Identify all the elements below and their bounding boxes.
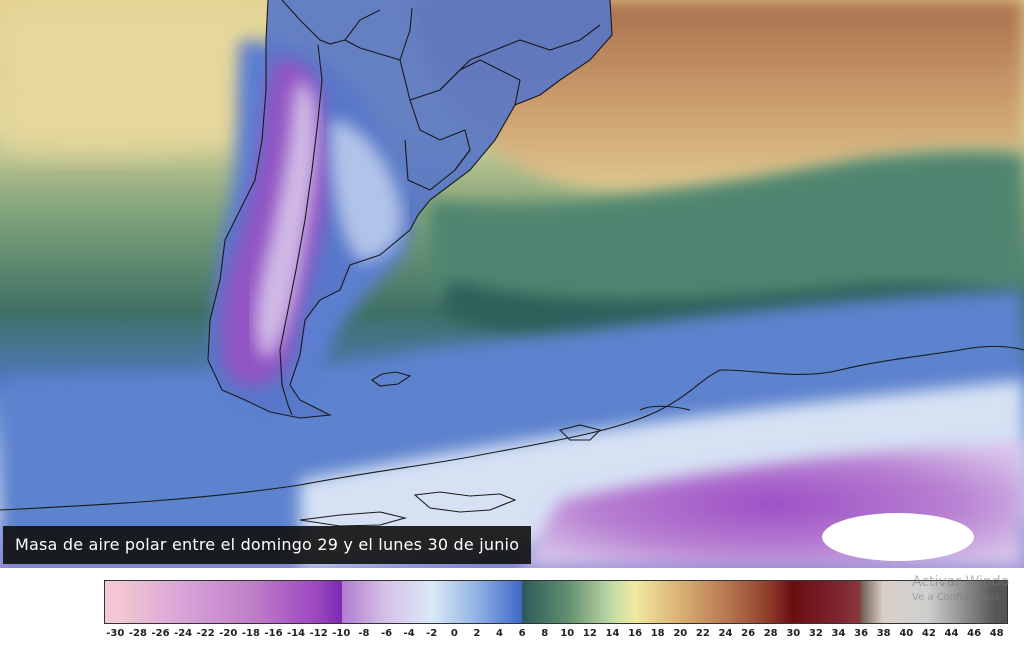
colorbar-tick-label: 20 [673, 628, 688, 639]
colorbar-tick-label: 32 [808, 628, 823, 639]
watermark-line-1: Activar Windo [912, 574, 1010, 590]
colorbar-tick-label: -2 [426, 628, 438, 639]
colorbar-tick-label: -28 [128, 628, 147, 639]
colorbar-tick-label: 18 [650, 628, 665, 639]
colorbar-tick-label: 12 [582, 628, 597, 639]
temperature-map: Masa de aire polar entre el domingo 29 y… [0, 0, 1024, 569]
colorbar [104, 580, 1008, 624]
colorbar-tick-label: 34 [831, 628, 846, 639]
colorbar-tick-label: -4 [403, 628, 415, 639]
colorbar-tick-label: 28 [763, 628, 778, 639]
extreme-cold-patch [822, 513, 974, 561]
coastlines-and-borders [0, 0, 1024, 527]
colorbar-tick-label: 2 [473, 628, 481, 639]
colorbar-tick-label: 6 [518, 628, 526, 639]
colorbar-tick-label: -30 [106, 628, 125, 639]
colorbar-tick-label: -6 [380, 628, 393, 639]
colorbar-tick-label: 8 [541, 628, 549, 639]
colorbar-tick-label: 16 [628, 628, 643, 639]
watermark-line-2: Ve a Configuració [912, 592, 1000, 603]
green-front-band [430, 151, 1024, 327]
colorbar-tick-label: 48 [989, 628, 1004, 639]
pampas-pale [330, 120, 403, 262]
colorbar-tick-label: -8 [358, 628, 370, 639]
windows-activation-watermark: Activar Windo Ve a Configuració [912, 574, 1024, 618]
colorbar-tick-label: -14 [287, 628, 306, 639]
colorbar-tick-label: 24 [718, 628, 733, 639]
colorbar-tick-label: 38 [876, 628, 891, 639]
colorbar-tick-label: -10 [332, 628, 351, 639]
colorbar-tick-label: 36 [854, 628, 869, 639]
colorbar-tick-label: -26 [151, 628, 170, 639]
dark-green-front [440, 280, 1024, 341]
colorbar-tick-label: -12 [309, 628, 328, 639]
colorbar-tick-label: 40 [899, 628, 914, 639]
colorbar-tick-label: -24 [174, 628, 193, 639]
andes-light-core [255, 80, 318, 360]
colorbar-tick-label: 26 [741, 628, 756, 639]
colorbar-tick-label: -16 [264, 628, 283, 639]
colorbar-tick-label: 22 [695, 628, 710, 639]
colorbar-ticks: -30 -28 -26 -24 -22 -20 -18 -16 -14 -12 -10 -8 -6 -4-… [0, 628, 1024, 644]
colorbar-tick-label: 4 [496, 628, 503, 639]
colorbar-tick-label: 30 [786, 628, 801, 639]
colorbar-tick-label: 10 [560, 628, 575, 639]
colorbar-tick-label: 44 [944, 628, 959, 639]
colorbar-tick-label: 46 [967, 628, 982, 639]
warm-band-west [0, 0, 270, 155]
colorbar-tick-label: -20 [219, 628, 238, 639]
colorbar-tick-label: 0 [450, 628, 458, 639]
colorbar-tick-label: -22 [196, 628, 215, 639]
colorbar-tick-label: 42 [921, 628, 936, 639]
map-canvas [0, 0, 1024, 568]
colorbar-tick-label: -18 [241, 628, 260, 639]
color-scale-legend: -30 -28 -26 -24 -22 -20 -18 -16 -14 -12 -10 -8 -6 -4-… [0, 568, 1024, 646]
map-caption: Masa de aire polar entre el domingo 29 y… [3, 526, 532, 564]
colorbar-tick-label: 14 [605, 628, 620, 639]
